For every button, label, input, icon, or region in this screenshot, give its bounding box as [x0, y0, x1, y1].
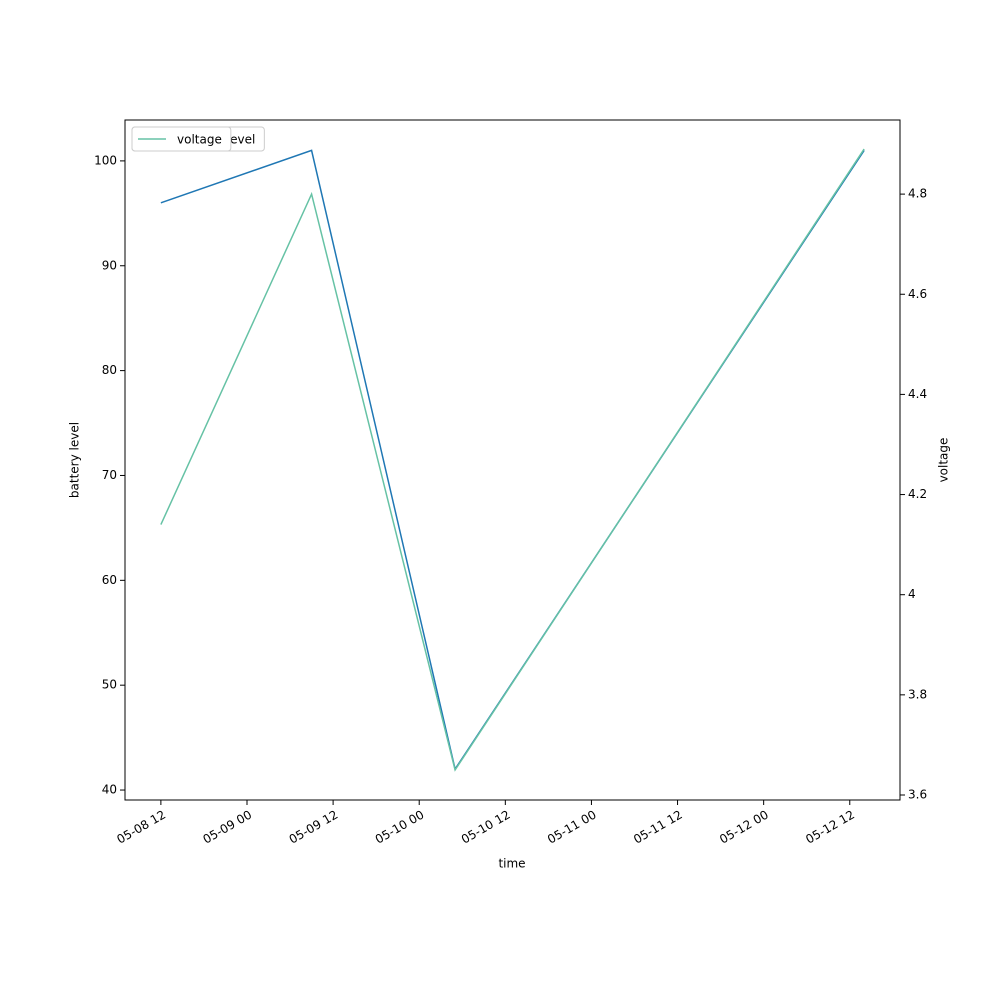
x-tick-label: 05-12 00	[717, 808, 771, 847]
y2-tick-label: 4.8	[908, 187, 927, 201]
legend-box	[131, 126, 232, 152]
y2-tick-label: 4	[908, 587, 916, 601]
y-tick-label: 40	[102, 783, 117, 797]
line-series	[160, 149, 865, 771]
legend: voltage	[131, 126, 232, 152]
x-tick-label: 05-12 12	[803, 808, 857, 847]
x-tick-label: 05-11 12	[631, 808, 685, 847]
y-axis-label: battery level	[68, 422, 82, 498]
y-tick-label: 60	[102, 573, 117, 587]
y2-tick-label: 3.6	[908, 787, 927, 801]
x-tick-label: 05-09 12	[287, 808, 341, 847]
y-tick-label: 80	[102, 363, 117, 377]
y2-axis-label: voltage	[937, 438, 951, 483]
x-tick-label: 05-11 00	[545, 808, 599, 847]
y-tick-label: 100	[94, 153, 117, 167]
legend-label: voltage	[177, 133, 222, 147]
y-tick-label: 50	[102, 678, 117, 692]
y2-tick-label: 4.6	[908, 287, 927, 301]
plot-frame	[124, 119, 901, 801]
y-tick-label: 70	[102, 468, 117, 482]
line-series	[160, 148, 865, 772]
x-tick-label: 05-09 00	[201, 808, 255, 847]
y-tick-label: 90	[102, 258, 117, 272]
x-tick-label: 05-08 12	[114, 808, 168, 847]
x-tick-label: 05-10 00	[373, 808, 427, 847]
x-axis-label: time	[498, 857, 525, 871]
x-tick-label: 05-10 12	[459, 808, 513, 847]
y2-tick-label: 4.4	[908, 387, 927, 401]
y2-tick-label: 3.8	[908, 687, 927, 701]
y2-tick-label: 4.2	[908, 487, 927, 501]
